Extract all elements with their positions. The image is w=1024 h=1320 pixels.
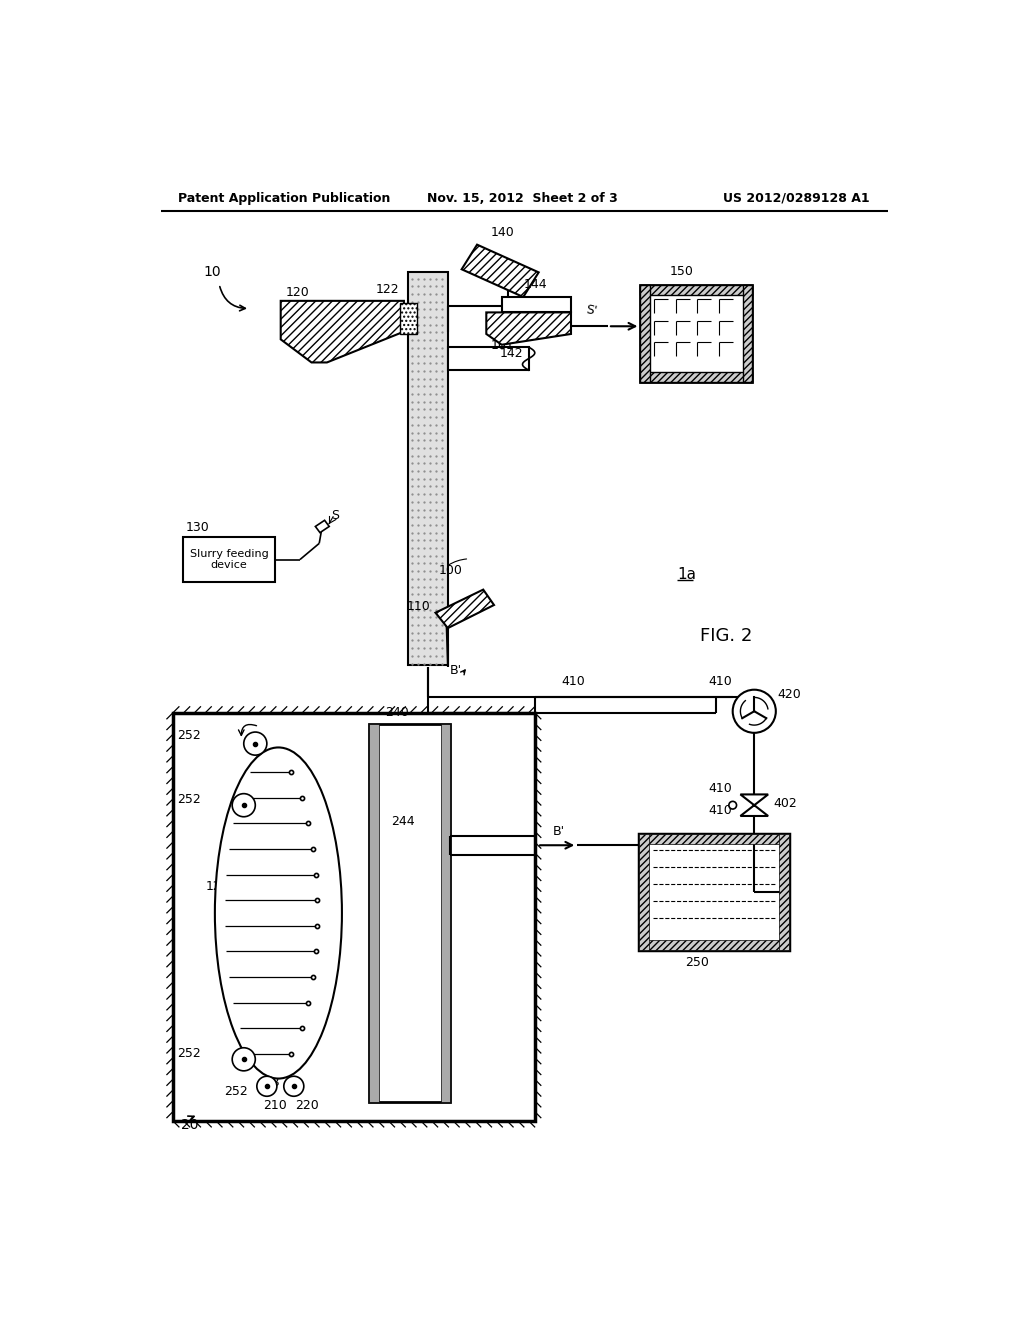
Text: S': S' [585, 304, 598, 318]
Circle shape [232, 1048, 255, 1071]
Polygon shape [486, 313, 571, 345]
Circle shape [232, 793, 255, 817]
Text: Nov. 15, 2012  Sheet 2 of 3: Nov. 15, 2012 Sheet 2 of 3 [427, 191, 617, 205]
Text: 220: 220 [295, 1100, 319, 1113]
Circle shape [733, 689, 776, 733]
Text: 210: 210 [263, 1100, 287, 1113]
Text: 120: 120 [286, 285, 310, 298]
Text: 1a: 1a [677, 566, 696, 582]
Bar [640, 285, 649, 381]
Text: 410: 410 [708, 781, 732, 795]
Text: 144: 144 [523, 277, 547, 290]
Bar [441, 725, 451, 1102]
Text: 410: 410 [708, 675, 732, 688]
Text: 100: 100 [438, 564, 463, 577]
Circle shape [729, 801, 736, 809]
Polygon shape [462, 244, 539, 297]
Bar [639, 834, 788, 950]
Circle shape [257, 1076, 276, 1096]
Ellipse shape [215, 747, 342, 1078]
Polygon shape [435, 590, 494, 628]
Text: 10: 10 [204, 265, 221, 280]
Text: 122: 122 [376, 284, 399, 296]
Text: S: S [331, 510, 339, 523]
Text: 110: 110 [408, 601, 431, 612]
Bar [640, 372, 752, 381]
Text: 142: 142 [500, 347, 524, 360]
Text: 252: 252 [177, 792, 201, 805]
Bar [370, 725, 451, 1102]
Bar [640, 285, 752, 294]
Bar [408, 272, 447, 665]
Text: Patent Application Publication: Patent Application Publication [178, 191, 391, 205]
Bar [639, 940, 788, 950]
Text: 122: 122 [206, 879, 229, 892]
Text: FIG. 2: FIG. 2 [700, 627, 753, 644]
Bar [742, 285, 752, 381]
Text: B: B [270, 1076, 280, 1089]
Text: US 2012/0289128 A1: US 2012/0289128 A1 [723, 191, 869, 205]
Text: 252: 252 [177, 1047, 201, 1060]
Text: 250: 250 [685, 956, 709, 969]
Text: 140: 140 [490, 226, 515, 239]
Text: 150: 150 [670, 265, 693, 277]
Circle shape [244, 733, 267, 755]
Text: 130: 130 [186, 521, 210, 535]
Text: B': B' [553, 825, 564, 837]
Bar [502, 297, 571, 313]
Text: 20: 20 [180, 1118, 198, 1131]
Polygon shape [740, 795, 768, 816]
Bar [173, 713, 535, 1121]
Text: 240: 240 [385, 706, 409, 719]
Bar [370, 725, 379, 1102]
Text: Slurry feeding
device: Slurry feeding device [189, 549, 268, 570]
Bar [640, 285, 752, 381]
Text: 252: 252 [177, 730, 201, 742]
Text: 252: 252 [224, 1085, 248, 1098]
Text: 244: 244 [391, 816, 415, 829]
Bar [639, 834, 788, 845]
Bar [639, 834, 649, 950]
Bar [447, 347, 528, 370]
Bar [400, 304, 417, 334]
Text: B': B' [451, 664, 462, 677]
Text: 101: 101 [490, 339, 515, 352]
Text: 410: 410 [562, 675, 586, 688]
Polygon shape [315, 520, 330, 533]
Text: 402: 402 [773, 797, 798, 810]
Bar [183, 537, 275, 582]
Circle shape [284, 1076, 304, 1096]
Text: 410: 410 [708, 804, 732, 817]
Bar [779, 834, 788, 950]
Text: 420: 420 [777, 688, 801, 701]
Polygon shape [281, 301, 403, 363]
